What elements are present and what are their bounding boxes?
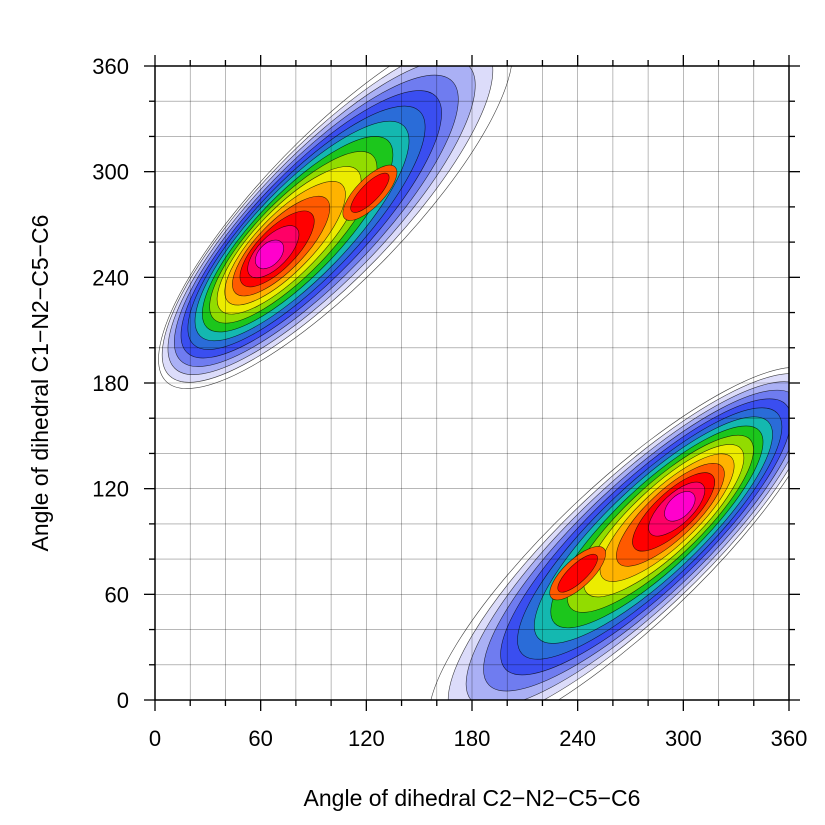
density-region — [158, 66, 513, 389]
y-tick-label: 240 — [92, 265, 129, 290]
x-tick-label: 360 — [771, 726, 808, 751]
x-tick-label: 180 — [454, 726, 491, 751]
y-tick-labels: 0 60 120 180 240 300 360 — [92, 54, 129, 713]
y-tick-label: 180 — [92, 371, 129, 396]
x-axis-title: Angle of dihedral C2−N2−C5−C6 — [304, 785, 641, 811]
x-tick-label: 60 — [248, 726, 272, 751]
y-tick-label: 0 — [117, 688, 129, 713]
x-tick-label: 0 — [149, 726, 161, 751]
contour-band — [664, 491, 696, 522]
x-tick-label: 300 — [665, 726, 702, 751]
y-tick-label: 360 — [92, 54, 129, 79]
contour-band-secondary — [557, 553, 598, 593]
contour-band — [255, 239, 284, 270]
y-tick-label: 300 — [92, 160, 129, 185]
x-tick-labels: 0 60 120 180 240 300 360 — [149, 726, 807, 751]
x-tick-label: 120 — [348, 726, 385, 751]
contour-band-secondary — [350, 172, 390, 213]
grid-lines — [155, 66, 789, 700]
axis-ticks — [144, 55, 800, 711]
y-tick-label: 60 — [105, 582, 129, 607]
y-tick-label: 120 — [92, 477, 129, 502]
density-contours — [158, 66, 789, 700]
density-region — [428, 366, 789, 700]
y-axis-title: Angle of dihedral C1−N2−C5−C6 — [27, 215, 53, 552]
x-tick-label: 240 — [559, 726, 596, 751]
